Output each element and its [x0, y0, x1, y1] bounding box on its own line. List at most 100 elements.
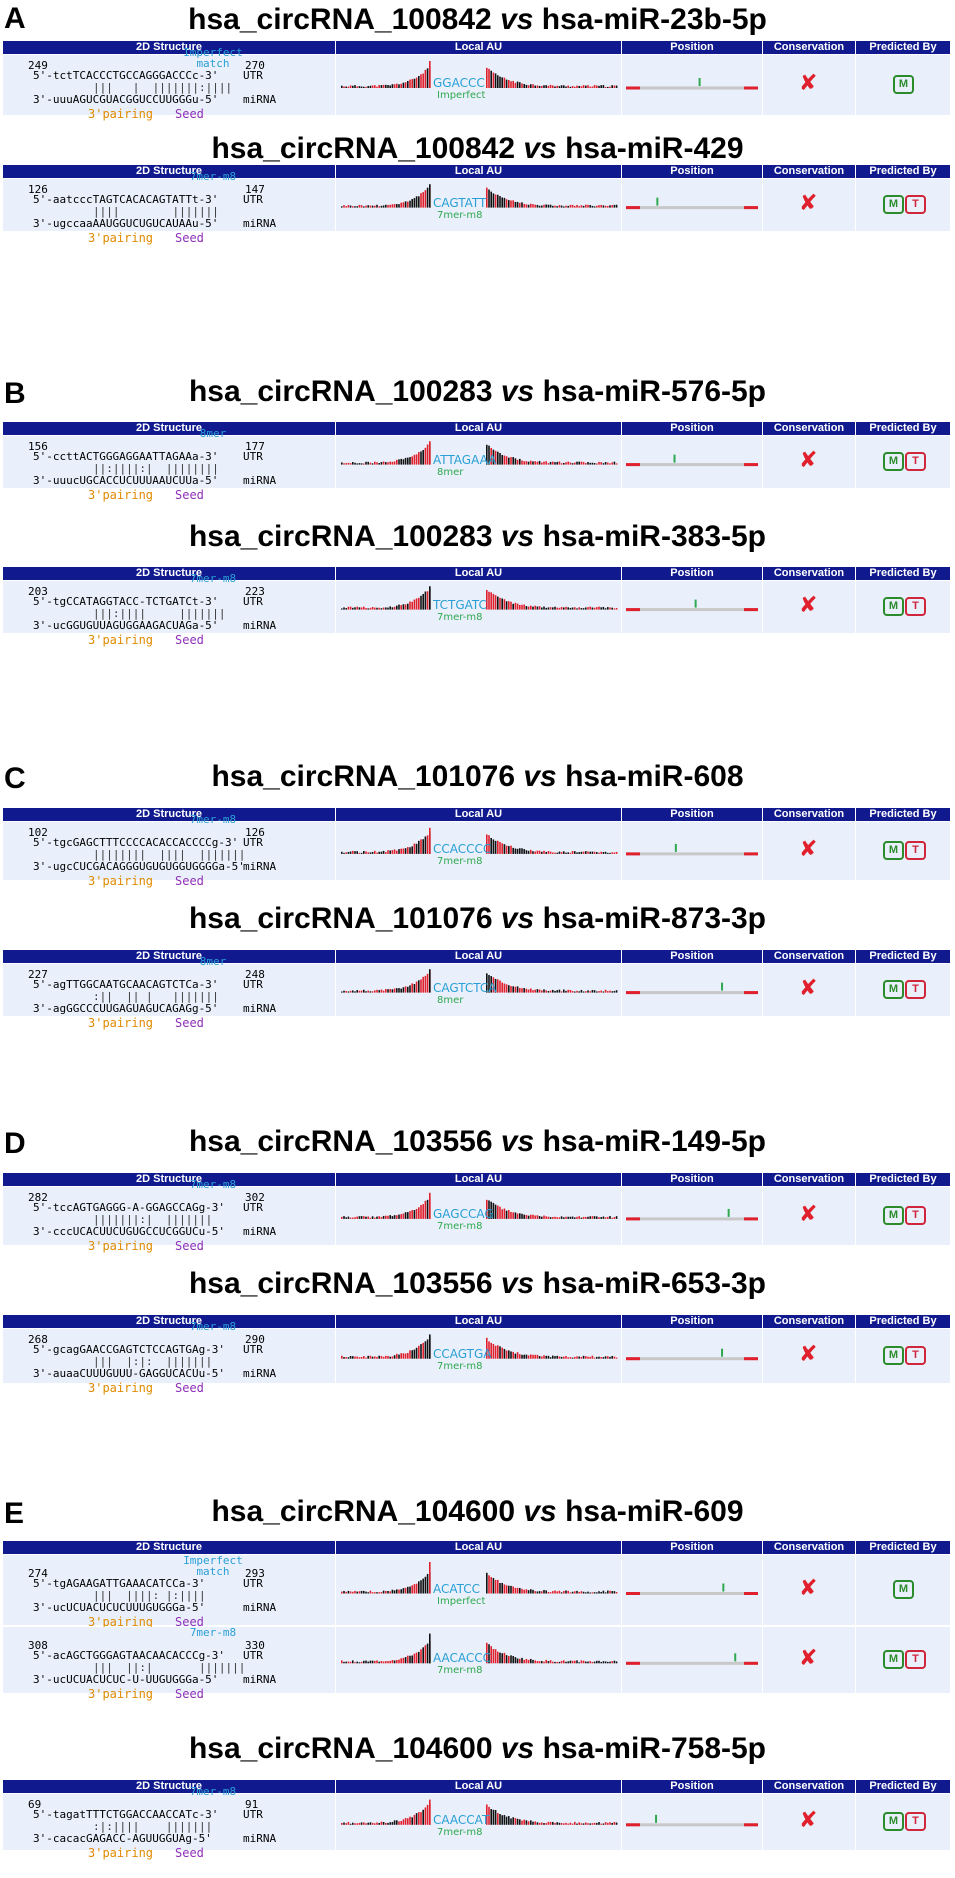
au-bar — [345, 1661, 347, 1664]
prediction-row: 308 330 7mer-m8 5'-acAGCTGGGAGTAACAACACCCg-… — [3, 1627, 951, 1701]
table-header: 2D Structure Local AU Position Conservation… — [3, 41, 951, 54]
au-bar — [407, 1586, 409, 1594]
au-bar — [356, 206, 358, 208]
au-bar — [501, 1582, 503, 1594]
au-bar — [587, 851, 589, 854]
au-bar — [525, 461, 528, 465]
au-bar — [609, 990, 611, 993]
au-bar — [400, 605, 402, 610]
au-bar — [343, 990, 345, 993]
au-bar — [560, 1660, 563, 1664]
utr-sequence: 5'-tctTCACCCTGCCAGGGACCCc-3' — [33, 69, 219, 82]
prediction-row: 203 223 7mer-m8 5'-tgCCATAGGTACC-TCTGATCt-3… — [3, 573, 951, 647]
au-bar — [391, 1356, 394, 1359]
au-bar — [596, 991, 598, 993]
mirna-name: hsa-miR-149-5p — [542, 1125, 766, 1158]
au-bar — [530, 460, 532, 465]
au-bar — [607, 206, 609, 208]
au-bar — [536, 1591, 539, 1594]
au-bar — [541, 86, 543, 88]
au-bar — [341, 1216, 343, 1219]
au-bar — [347, 1661, 350, 1664]
au-bar — [530, 203, 532, 208]
au-site-sequence: ACATCC — [433, 1581, 481, 1596]
au-bar — [598, 852, 600, 854]
prediction-row: 282 302 7mer-m8 5'-tccAGTGAGGG-A-GGAGCCAGg-… — [3, 1179, 951, 1253]
au-bar — [391, 989, 394, 993]
au-bar — [571, 1823, 574, 1825]
au-bar — [354, 1590, 356, 1594]
au-bar — [545, 1659, 547, 1664]
au-bar — [409, 1816, 411, 1825]
au-bar — [407, 1655, 409, 1664]
seed-label: Seed — [175, 1016, 204, 1030]
au-bar — [571, 607, 574, 610]
au-bar — [380, 462, 383, 465]
au-bar — [398, 1354, 400, 1359]
predicted-by-cell: M — [856, 1555, 951, 1625]
au-site-type: 8mer — [437, 466, 464, 478]
au-bar — [519, 202, 521, 208]
au-bar — [422, 1809, 424, 1825]
au-bar — [402, 1657, 405, 1664]
au-bar — [552, 85, 554, 88]
au-bar — [521, 1657, 523, 1664]
au-bar — [391, 850, 394, 854]
au-bar — [554, 1661, 556, 1664]
local-au-chart — [341, 969, 618, 993]
targetscan-badge: T — [905, 1206, 926, 1225]
au-bar — [565, 990, 567, 993]
au-bar — [490, 447, 492, 465]
mirna-label: miRNA — [243, 1601, 277, 1614]
site-type-label: 7mer-m8 — [189, 1178, 237, 1191]
panel-letter: B — [4, 377, 26, 410]
au-bar — [558, 607, 561, 610]
au-bar — [607, 852, 609, 854]
au-bar — [587, 1823, 589, 1825]
au-bar — [389, 606, 391, 610]
au-bar — [367, 1216, 369, 1219]
pairing-bars: ||| ||:| ||||||| — [93, 1661, 246, 1674]
au-bar — [363, 850, 365, 854]
au-bar — [413, 1210, 416, 1219]
au-bar — [393, 606, 396, 610]
header-col5: Predicted By — [856, 1541, 951, 1554]
au-bar — [591, 607, 594, 610]
au-bar — [400, 1353, 402, 1359]
au-bar — [556, 990, 558, 993]
au-bar — [492, 193, 495, 208]
au-bar — [574, 607, 576, 610]
au-bar — [578, 1356, 580, 1359]
miranda-badge: M — [893, 1580, 914, 1599]
au-bar — [536, 606, 539, 610]
au-bar — [407, 1212, 409, 1219]
au-bar — [545, 461, 547, 465]
prediction-row: 227 248 8mer 5'-agTTGGCAATGCAACAGTCTCa-3' UT… — [3, 956, 951, 1030]
au-bar — [503, 77, 506, 88]
au-bar — [536, 1661, 539, 1664]
au-bar — [600, 990, 602, 993]
au-bar — [541, 851, 543, 854]
au-bar — [360, 1661, 363, 1664]
local-au-chart — [341, 1334, 618, 1359]
au-bar — [549, 607, 552, 610]
header-col1: 2D Structure — [3, 41, 336, 54]
au-bar — [613, 990, 616, 993]
au-bar — [352, 1822, 354, 1825]
au-bar — [521, 1354, 523, 1359]
au-bar — [534, 989, 536, 993]
local-au-cell: GGACCC Imperfect — [336, 55, 622, 115]
au-bar — [602, 1216, 605, 1219]
au-bar — [556, 1822, 558, 1825]
au-bar — [402, 459, 405, 465]
au-bar — [556, 1355, 558, 1359]
au-bar — [607, 1822, 609, 1825]
au-bar — [567, 1661, 569, 1664]
au-bar — [367, 990, 369, 993]
au-bar — [615, 1661, 618, 1664]
au-bar — [565, 205, 567, 208]
au-bar — [532, 204, 534, 208]
au-bar — [523, 1659, 525, 1664]
au-bar — [354, 607, 356, 610]
